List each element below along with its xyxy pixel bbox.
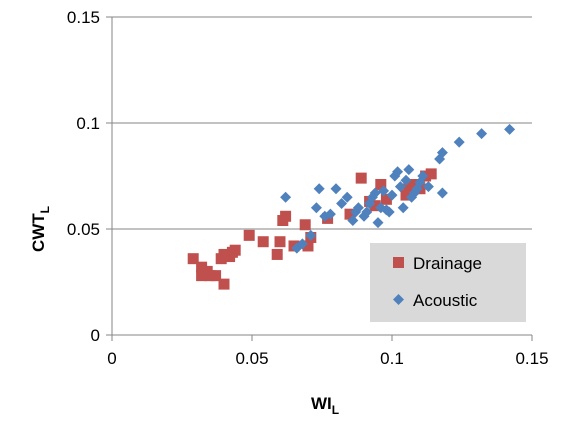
data-point xyxy=(187,253,199,265)
data-point xyxy=(504,123,516,135)
data-point xyxy=(218,248,230,260)
data-point xyxy=(361,206,373,218)
data-point xyxy=(196,261,208,273)
data-point xyxy=(257,236,269,248)
data-point xyxy=(355,172,367,184)
data-point xyxy=(229,244,241,256)
data-point xyxy=(394,181,406,193)
data-point xyxy=(400,174,412,186)
data-point xyxy=(436,147,448,159)
data-point xyxy=(204,270,216,282)
data-point xyxy=(352,202,364,214)
data-point xyxy=(347,215,359,227)
y-tick-label: 0.05 xyxy=(67,220,100,239)
y-axis-title-main: CWT xyxy=(29,213,48,252)
y-tick-label: 0.1 xyxy=(76,114,100,133)
data-point xyxy=(305,229,317,241)
data-point xyxy=(400,189,412,201)
data-point xyxy=(218,278,230,290)
data-point xyxy=(271,248,283,260)
data-point xyxy=(378,185,390,197)
x-axis-title: WIL xyxy=(311,394,339,417)
data-point xyxy=(453,136,465,148)
y-axis-title: CWTL xyxy=(29,206,52,252)
data-point xyxy=(380,193,392,205)
axes xyxy=(106,16,533,341)
y-tick-label: 0 xyxy=(91,326,100,345)
data-point xyxy=(313,183,325,195)
data-point xyxy=(280,210,292,222)
data-points xyxy=(187,123,516,290)
x-axis-title-subscript: L xyxy=(332,403,339,417)
legend-marker-acoustic xyxy=(393,294,404,305)
data-point xyxy=(296,238,308,250)
data-point xyxy=(210,270,222,282)
data-point xyxy=(408,178,420,190)
x-axis-title-main: WI xyxy=(311,394,332,413)
data-point xyxy=(344,208,356,220)
data-point xyxy=(324,208,336,220)
data-point xyxy=(369,187,381,199)
legend-label-acoustic: Acoustic xyxy=(413,291,478,310)
data-point xyxy=(397,202,409,214)
data-point xyxy=(369,200,381,212)
data-point xyxy=(372,217,384,229)
data-point xyxy=(243,229,255,241)
data-point xyxy=(375,178,387,190)
data-point xyxy=(336,198,348,210)
data-point xyxy=(417,170,429,182)
x-tick-label: 0 xyxy=(107,349,116,368)
legend: Drainage Acoustic xyxy=(370,243,526,322)
legend-box xyxy=(370,243,526,322)
data-point xyxy=(280,191,292,203)
grid-lines xyxy=(112,16,532,230)
data-point xyxy=(383,206,395,218)
data-point xyxy=(302,240,314,252)
data-point xyxy=(403,181,415,193)
x-tick-label: 0.15 xyxy=(515,349,548,368)
data-point xyxy=(330,183,342,195)
data-point xyxy=(341,191,353,203)
data-point xyxy=(386,189,398,201)
data-point xyxy=(436,187,448,199)
data-point xyxy=(476,128,488,140)
data-point xyxy=(425,168,437,180)
data-point xyxy=(196,270,208,282)
data-point xyxy=(422,181,434,193)
data-point xyxy=(403,164,415,176)
y-tick-label: 0.15 xyxy=(67,8,100,27)
data-point xyxy=(310,202,322,214)
legend-label-drainage: Drainage xyxy=(413,254,482,273)
legend-marker-drainage xyxy=(393,257,404,268)
data-point xyxy=(299,219,311,231)
series-acoustic xyxy=(280,123,516,254)
x-tick-labels: 0 0.05 0.1 0.15 xyxy=(107,349,548,368)
y-tick-labels: 0 0.05 0.1 0.15 xyxy=(67,8,100,345)
data-point xyxy=(392,166,404,178)
y-axis-title-subscript: L xyxy=(38,206,52,213)
data-point xyxy=(274,236,286,248)
x-tick-label: 0.1 xyxy=(380,349,404,368)
x-tick-label: 0.05 xyxy=(235,349,268,368)
